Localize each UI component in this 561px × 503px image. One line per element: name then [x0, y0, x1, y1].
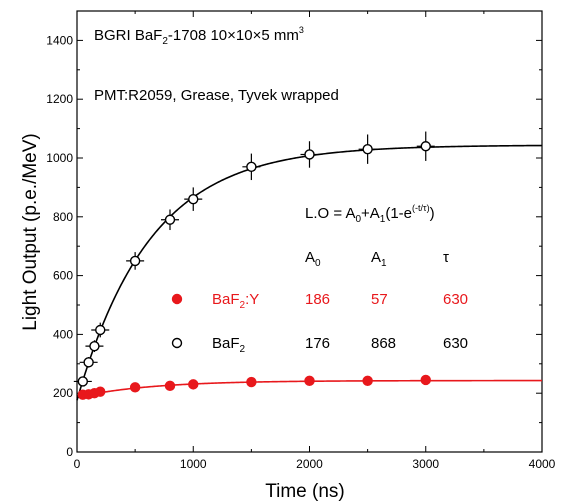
- legend-label: BaF2:Y: [212, 291, 259, 311]
- y-axis-title: Light Output (p.e./MeV): [20, 133, 41, 331]
- sample-label-sup: 3: [299, 25, 304, 35]
- formula-b-sub: 1: [380, 214, 386, 225]
- data-point: [304, 375, 315, 387]
- header-tau-text: τ: [443, 249, 449, 266]
- fit-param-value: 630: [443, 335, 468, 352]
- legend-label-text: BaF: [212, 335, 240, 352]
- header-a1: A1: [371, 249, 387, 269]
- y-tick-label: 0: [66, 445, 73, 459]
- x-tick-label: 1000: [180, 457, 207, 471]
- y-tick-label: 600: [53, 269, 73, 283]
- formula-part-d: ): [430, 205, 435, 222]
- x-tick-label: 0: [74, 457, 81, 471]
- data-point: [129, 255, 141, 267]
- formula-part-b: +A: [361, 205, 380, 222]
- y-tick-label: 400: [53, 327, 73, 341]
- data-point: [188, 379, 199, 390]
- formula-part-a: L.O = A: [305, 205, 355, 222]
- ticks: 0 1000 2000 3000 400002004006008001000120014…: [46, 10, 556, 471]
- header-a1-text: A: [371, 249, 381, 266]
- header-a0-text: A: [305, 249, 315, 266]
- legend-marker: [171, 293, 183, 305]
- y-tick-label: 1000: [46, 151, 73, 165]
- y-tick-label: 1200: [46, 92, 73, 106]
- header-a1-sub: 1: [381, 258, 387, 269]
- x-tick-label: 2000: [296, 457, 323, 471]
- legend-label-text: BaF: [212, 291, 240, 308]
- data-point: [77, 376, 89, 387]
- data-point: [420, 141, 431, 152]
- data-point: [304, 149, 315, 160]
- data-point: [129, 382, 141, 393]
- sample-label-sub: 2: [162, 36, 168, 47]
- x-tick-label: 3000: [412, 457, 439, 471]
- legend-label-suffix: :Y: [245, 291, 259, 308]
- fit-param-value: 176: [305, 335, 330, 352]
- data-point: [362, 143, 373, 155]
- data-points: [77, 141, 431, 400]
- formula-part-c: (1-e: [385, 205, 412, 222]
- y-tick-label: 800: [53, 210, 73, 224]
- data-point: [164, 380, 176, 392]
- sample-label-prefix: BGRI BaF: [94, 27, 162, 44]
- header-a0: A0: [305, 249, 321, 269]
- data-point: [420, 374, 431, 386]
- fit-param-value: 630: [443, 291, 468, 308]
- data-point: [188, 193, 199, 205]
- formula-a-sub: 0: [355, 214, 361, 225]
- x-axis-title: Time (ns): [265, 481, 345, 502]
- header-a0-sub: 0: [315, 258, 321, 269]
- x-tick-label: 4000: [529, 457, 556, 471]
- fit-param-value: 868: [371, 335, 396, 352]
- y-tick-label: 200: [53, 386, 73, 400]
- sample-label: BGRI BaF2-1708 10×10×5 mm3: [94, 25, 304, 47]
- data-point: [362, 375, 373, 387]
- fit-curve-1: [76, 144, 543, 401]
- legend-label-sub: 2: [240, 300, 246, 311]
- formula-exponent: (-t/τ): [412, 203, 430, 213]
- legend-label: BaF2: [212, 335, 246, 355]
- fit-param-value: 57: [371, 291, 388, 308]
- fit-formula: L.O = A0+A1(1-e(-t/τ)): [305, 203, 435, 225]
- data-point: [95, 386, 106, 397]
- setup-label: PMT:R2059, Grease, Tyvek wrapped: [94, 87, 339, 104]
- data-point: [95, 324, 106, 336]
- legend-marker: [171, 337, 183, 349]
- data-point: [246, 376, 257, 388]
- data-point: [164, 214, 176, 225]
- data-point: [89, 340, 100, 352]
- fit-lines: [76, 144, 543, 401]
- data-point: [246, 161, 257, 173]
- legend-label-sub: 2: [240, 344, 246, 355]
- data-point: [83, 357, 94, 368]
- sample-label-suffix: -1708 10×10×5 mm: [168, 27, 299, 44]
- header-tau: τ: [443, 249, 449, 266]
- fit-param-value: 186: [305, 291, 330, 308]
- y-tick-label: 1400: [46, 33, 73, 47]
